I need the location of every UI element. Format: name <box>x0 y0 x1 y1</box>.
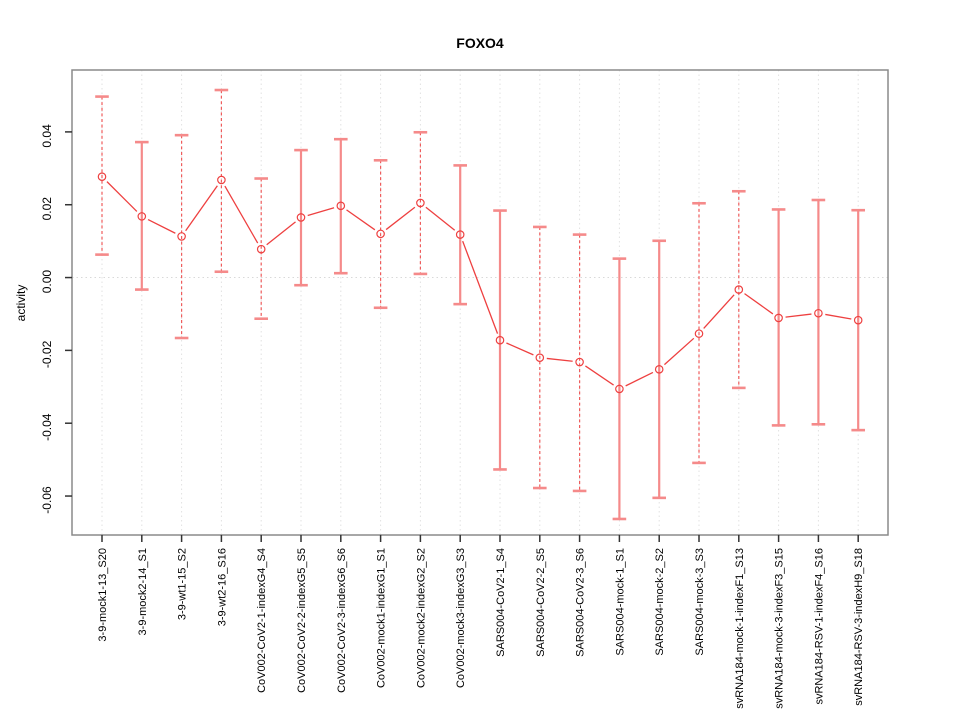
x-category-label: 3-9-wt1-15_S2 <box>177 548 189 620</box>
series-layer <box>106 181 852 387</box>
data-point-marker <box>575 357 584 367</box>
data-point-marker <box>217 175 226 185</box>
data-point-marker <box>654 365 664 374</box>
data-point-marker <box>137 212 147 221</box>
data-point-marker <box>495 335 505 345</box>
series-line-segment <box>785 313 812 318</box>
series-line-segment <box>462 240 499 334</box>
x-category-label: CoV002-CoV2-2-indexG5_S5 <box>296 548 308 693</box>
series-line-segment <box>185 185 218 232</box>
x-category-label: CoV002-mock3-indexG3_S3 <box>455 548 467 688</box>
data-point-marker <box>296 213 306 222</box>
x-category-label: CoV002-mock2-indexG2_S2 <box>415 548 427 688</box>
data-point-marker <box>615 384 624 394</box>
series-line-segment <box>266 221 296 246</box>
series-line-segment <box>546 357 573 362</box>
plot-box <box>71 69 889 536</box>
y-tick-label: -0.04 <box>40 413 54 441</box>
series-line-segment <box>147 218 176 234</box>
series-line-segment <box>585 365 614 386</box>
series-line-segment <box>506 342 534 356</box>
x-category-label: CoV002-CoV2-1-indexG4_S4 <box>256 548 268 693</box>
series-line-segment <box>346 209 376 231</box>
series-line-segment <box>663 337 695 366</box>
series-line-segment <box>825 313 852 320</box>
series-line-segment <box>703 294 735 329</box>
y-tick-label: 0.04 <box>40 124 54 148</box>
data-point-marker <box>177 232 186 241</box>
y-tick-label: 0.02 <box>40 197 54 221</box>
x-category-label: svRNA184-RSV-1-indexF4_S16 <box>813 548 825 705</box>
series-line-segment <box>106 181 138 212</box>
x-category-label: SARS004-mock-1_S1 <box>614 548 626 656</box>
x-category-label: SARS004-CoV2-3_S6 <box>575 548 587 657</box>
y-tick-label: -0.02 <box>40 340 54 368</box>
point-layer <box>97 172 863 394</box>
data-point-marker <box>853 315 863 325</box>
x-category-label: svRNA184-mock-1-indexF1_S13 <box>734 548 746 709</box>
series-line-segment <box>385 206 416 231</box>
data-point-marker <box>97 172 107 181</box>
data-point-marker <box>814 308 823 318</box>
data-point-marker <box>774 313 783 323</box>
series-line-segment <box>224 185 259 244</box>
chart-title: FOXO4 <box>456 35 504 51</box>
data-point-marker <box>734 285 744 294</box>
y-tick-label: -0.06 <box>40 486 54 514</box>
data-point-marker <box>455 230 465 239</box>
x-category-label: svRNA184-mock-3-indexF3_S15 <box>774 548 786 709</box>
x-category-label: CoV002-CoV2-3-indexG6_S6 <box>336 548 348 693</box>
x-category-label: SARS004-mock-2_S2 <box>654 548 666 656</box>
x-category-label: SARS004-CoV2-1_S4 <box>495 548 507 657</box>
x-category-label: 3-9-mock2-14_S1 <box>137 548 149 635</box>
data-point-marker <box>535 353 545 362</box>
x-category-label: SARS004-CoV2-2_S5 <box>535 548 547 657</box>
series-line-segment <box>425 206 456 231</box>
axis-layer: 0.04 0.02 0.00 -0.02 -0.04 -0.06 3-9-mock1-13_… <box>40 69 889 709</box>
series-line-segment <box>307 207 335 217</box>
grid-layer <box>72 70 888 535</box>
x-category-label: svRNA184-RSV-3-indexH9_S18 <box>853 548 865 706</box>
x-category-label: CoV002-mock1-indexG1_S1 <box>376 548 388 688</box>
series-line-segment <box>625 371 654 387</box>
y-axis-label: activity <box>14 285 28 322</box>
data-point-marker <box>416 198 425 208</box>
data-point-marker <box>694 329 704 338</box>
series-line-segment <box>744 293 774 315</box>
data-point-marker <box>336 201 346 211</box>
errorbar-layer <box>95 88 865 521</box>
data-point-marker <box>376 229 385 239</box>
data-point-marker <box>256 244 266 254</box>
x-category-label: 3-9-mock1-13_S20 <box>97 548 109 642</box>
x-category-label: 3-9-wt2-16_S16 <box>216 548 228 626</box>
x-category-label: SARS004-mock-3_S3 <box>694 548 706 656</box>
y-tick-label: 0.00 <box>40 270 54 294</box>
